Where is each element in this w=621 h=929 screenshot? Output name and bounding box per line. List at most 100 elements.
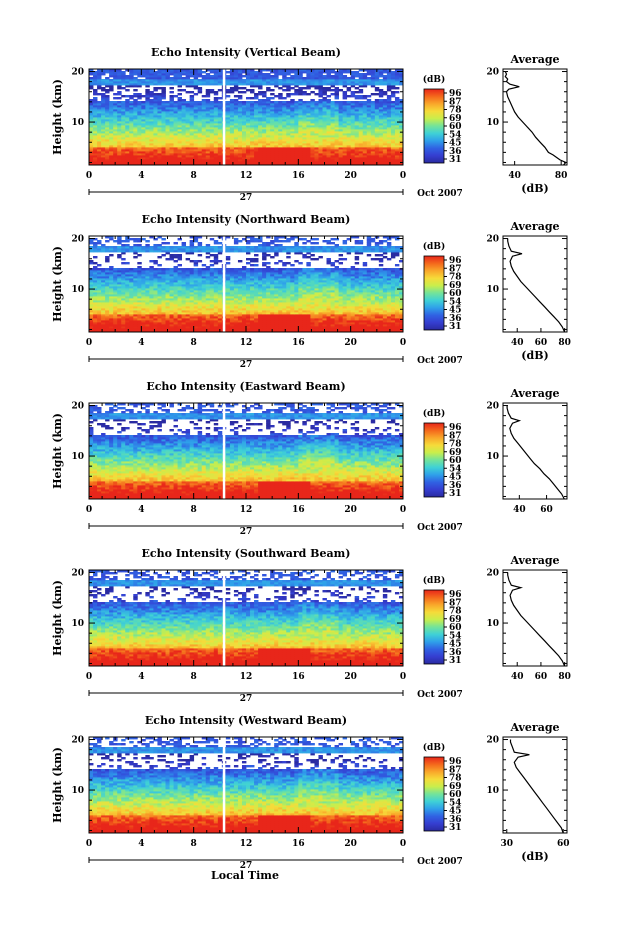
y-tick-label: 10 xyxy=(71,619,84,629)
y-tick-label: 10 xyxy=(71,452,84,462)
average-title: Average xyxy=(509,721,559,734)
average-y-tick-label: 20 xyxy=(486,736,499,746)
x-tick-label: 20 xyxy=(344,338,357,348)
average-x-tick-label: 60 xyxy=(535,672,548,682)
x-tick-label: 4 xyxy=(138,171,144,181)
average-y-tick-label: 20 xyxy=(486,569,499,579)
colorbar-tick-label: 54 xyxy=(449,297,462,307)
x-tick-label: 12 xyxy=(240,171,253,181)
colorbar-tick-label: 36 xyxy=(449,147,462,157)
x-tick-label: 4 xyxy=(138,505,144,515)
colorbar xyxy=(423,589,445,665)
x-tick-label: 0 xyxy=(86,505,92,515)
colorbar-tick-label: 54 xyxy=(449,798,462,808)
month-label: Oct 2007 xyxy=(417,690,463,700)
colorbar-unit: (dB) xyxy=(423,408,445,419)
average-frame xyxy=(502,569,568,667)
colorbar-tick-label: 87 xyxy=(449,431,462,441)
colorbar xyxy=(423,255,445,331)
colorbar-tick-label: 36 xyxy=(449,815,462,825)
colorbar-tick-label: 31 xyxy=(449,155,462,165)
colorbar-unit: (dB) xyxy=(423,74,445,85)
x-tick-label: 0 xyxy=(400,505,406,515)
day-label: 27 xyxy=(240,193,253,203)
average-x-label: (dB) xyxy=(521,850,548,863)
heatmap-field xyxy=(89,236,404,333)
colorbar-tick-label: 60 xyxy=(449,289,462,299)
x-tick-label: 8 xyxy=(191,338,197,348)
y-tick-label: 20 xyxy=(71,736,84,746)
x-tick-label: 4 xyxy=(138,338,144,348)
data-gap xyxy=(222,236,226,332)
colorbar xyxy=(423,88,445,164)
panel-title: Echo Intensity (Southward Beam) xyxy=(142,547,351,560)
colorbar xyxy=(423,422,445,498)
average-y-tick-label: 20 xyxy=(486,68,499,78)
average-frame xyxy=(502,235,568,333)
average-x-tick-label: 60 xyxy=(540,505,553,515)
average-profile-line xyxy=(504,71,567,166)
x-tick-label: 0 xyxy=(400,839,406,849)
average-y-tick-label: 10 xyxy=(486,786,499,796)
month-label: Oct 2007 xyxy=(417,189,463,199)
panel-5: Echo Intensity (Westward Beam) 20 10 Height… xyxy=(51,714,570,871)
colorbar-tick-label: 69 xyxy=(449,448,462,458)
colorbar-tick-label: 96 xyxy=(449,256,462,266)
colorbar-tick-label: 87 xyxy=(449,765,462,775)
x-tick-label: 0 xyxy=(400,171,406,181)
colorbar-tick-label: 31 xyxy=(449,823,462,833)
y-tick-label: 10 xyxy=(71,118,84,128)
average-x-label: (dB) xyxy=(521,349,548,362)
average-x-tick-label: 80 xyxy=(558,338,571,348)
average-x-tick-label: 40 xyxy=(508,171,521,181)
average-title: Average xyxy=(509,53,559,66)
y-axis-label: Height (km) xyxy=(51,580,64,656)
x-tick-label: 12 xyxy=(240,505,253,515)
x-tick-label: 12 xyxy=(240,338,253,348)
x-tick-label: 20 xyxy=(344,839,357,849)
x-tick-label: 0 xyxy=(86,171,92,181)
colorbar-tick-label: 69 xyxy=(449,114,462,124)
day-label: 27 xyxy=(240,694,253,704)
average-x-tick-label: 40 xyxy=(511,672,524,682)
x-tick-label: 0 xyxy=(400,672,406,682)
colorbar-tick-label: 36 xyxy=(449,314,462,324)
data-gap xyxy=(222,403,226,499)
colorbar-unit: (dB) xyxy=(423,241,445,252)
x-tick-label: 4 xyxy=(138,672,144,682)
colorbar-tick-label: 45 xyxy=(449,306,462,316)
y-tick-label: 20 xyxy=(71,569,84,579)
y-tick-label: 10 xyxy=(71,285,84,295)
colorbar-unit: (dB) xyxy=(423,575,445,586)
average-y-tick-label: 10 xyxy=(486,285,499,295)
average-x-label: (dB) xyxy=(521,182,548,195)
y-tick-label: 20 xyxy=(71,402,84,412)
x-tick-label: 16 xyxy=(292,839,305,849)
x-tick-label: 12 xyxy=(240,839,253,849)
colorbar-tick-label: 45 xyxy=(449,139,462,149)
average-x-tick-label: 40 xyxy=(511,338,524,348)
data-gap xyxy=(222,69,226,165)
month-label: Oct 2007 xyxy=(417,523,463,533)
panel-title: Echo Intensity (Northward Beam) xyxy=(142,213,351,226)
x-tick-label: 8 xyxy=(191,839,197,849)
x-tick-label: 0 xyxy=(86,672,92,682)
x-tick-label: 8 xyxy=(191,505,197,515)
day-label: 27 xyxy=(240,527,253,537)
colorbar-tick-label: 36 xyxy=(449,481,462,491)
x-tick-label: 20 xyxy=(344,171,357,181)
colorbar-tick-label: 45 xyxy=(449,640,462,650)
colorbar-tick-label: 78 xyxy=(449,440,462,450)
x-tick-label: 0 xyxy=(86,338,92,348)
colorbar-tick-label: 69 xyxy=(449,281,462,291)
x-tick-label: 8 xyxy=(191,672,197,682)
panel-title: Echo Intensity (Eastward Beam) xyxy=(146,380,345,393)
colorbar-tick-label: 69 xyxy=(449,615,462,625)
colorbar-tick-label: 31 xyxy=(449,656,462,666)
colorbar xyxy=(423,756,445,832)
x-tick-label: 20 xyxy=(344,672,357,682)
colorbar-tick-label: 96 xyxy=(449,89,462,99)
colorbar-tick-label: 78 xyxy=(449,273,462,283)
panel-1: Echo Intensity (Vertical Beam) 20 10 Height… xyxy=(51,46,568,203)
